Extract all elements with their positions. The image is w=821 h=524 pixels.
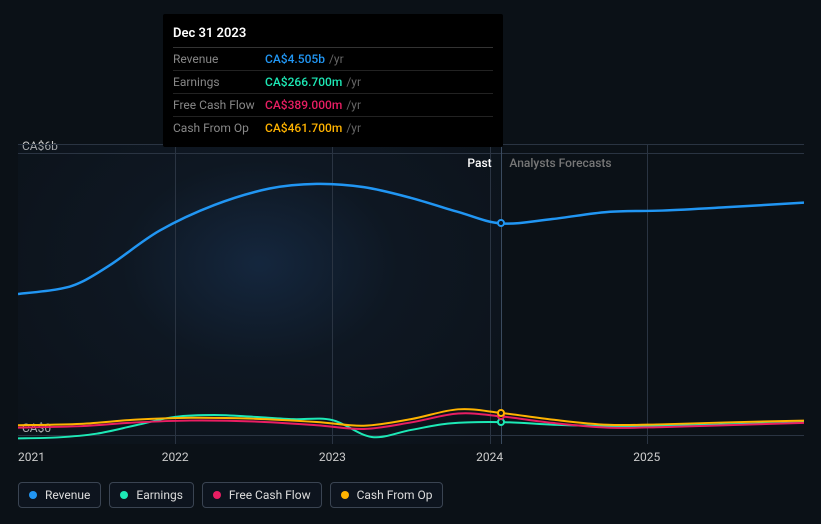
tooltip-unit: /yr (346, 121, 361, 135)
chart-plot-area: Past Analysts Forecasts (18, 144, 804, 444)
legend-dot-icon (29, 491, 37, 499)
tooltip-metric-label: Revenue (173, 52, 265, 66)
series-line (18, 413, 804, 429)
tooltip-metric-label: Free Cash Flow (173, 98, 265, 112)
tooltip-unit: /yr (346, 75, 361, 89)
tooltip-metric-label: Earnings (173, 75, 265, 89)
legend-label: Revenue (45, 488, 90, 502)
x-axis-label: 2021 (18, 450, 45, 464)
legend-item[interactable]: Cash From Op (330, 482, 444, 508)
x-axis-label: 2025 (633, 450, 660, 464)
tooltip-row: RevenueCA$4.505b/yr (173, 48, 493, 71)
x-axis: 2021 2022 2023 2024 2025 (18, 450, 804, 470)
tooltip-row: EarningsCA$266.700m/yr (173, 71, 493, 94)
tooltip-metric-label: Cash From Op (173, 121, 265, 135)
legend-dot-icon (213, 491, 221, 499)
legend-dot-icon (341, 491, 349, 499)
tooltip-date: Dec 31 2023 (173, 22, 493, 48)
chart-lines (18, 144, 804, 444)
legend-label: Cash From Op (357, 488, 433, 502)
tooltip: Dec 31 2023 RevenueCA$4.505b/yrEarningsC… (163, 14, 503, 147)
x-axis-label: 2023 (319, 450, 346, 464)
tooltip-metric-value: CA$4.505b (265, 52, 325, 66)
legend: Revenue Earnings Free Cash Flow Cash From O… (18, 482, 443, 508)
legend-item[interactable]: Earnings (109, 482, 194, 508)
tooltip-metric-value: CA$266.700m (265, 75, 342, 89)
legend-label: Free Cash Flow (229, 488, 311, 502)
x-axis-label: 2024 (476, 450, 503, 464)
legend-item[interactable]: Free Cash Flow (202, 482, 322, 508)
x-axis-label: 2022 (162, 450, 189, 464)
series-marker (497, 409, 505, 417)
tooltip-row: Cash From OpCA$461.700m/yr (173, 117, 493, 139)
legend-label: Earnings (136, 488, 183, 502)
tooltip-row: Free Cash FlowCA$389.000m/yr (173, 94, 493, 117)
tooltip-metric-value: CA$389.000m (265, 98, 342, 112)
legend-item[interactable]: Revenue (18, 482, 101, 508)
legend-dot-icon (120, 491, 128, 499)
tooltip-unit: /yr (346, 98, 361, 112)
tooltip-metric-value: CA$461.700m (265, 121, 342, 135)
series-line (18, 184, 804, 294)
series-marker (497, 219, 505, 227)
tooltip-unit: /yr (329, 52, 344, 66)
